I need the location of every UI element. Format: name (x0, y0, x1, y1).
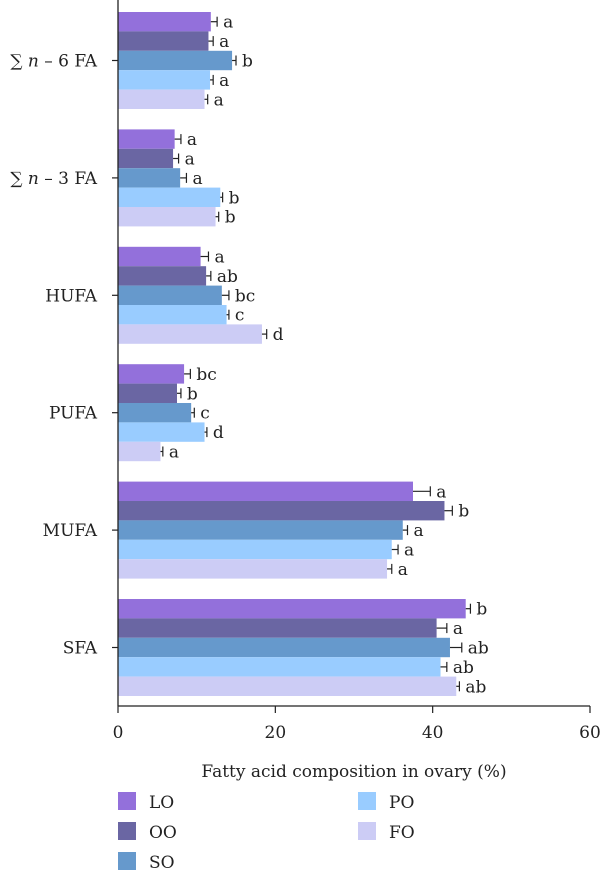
bar-so-5 (118, 637, 450, 658)
bar-fo-1 (118, 207, 216, 227)
bar-fo-5 (118, 676, 457, 696)
significance-label: a (185, 150, 195, 170)
legend-swatch-lo (118, 792, 136, 810)
significance-label: ab (465, 677, 486, 697)
category-label: PUFA (49, 404, 98, 424)
bar-lo-4 (118, 481, 413, 501)
significance-label: a (214, 248, 224, 268)
legend-label-oo: OO (149, 823, 177, 843)
x-tick-label: 60 (579, 723, 600, 743)
significance-label: b (225, 208, 236, 228)
legend-label-fo: FO (389, 823, 415, 843)
bar-po-4 (118, 539, 392, 560)
bar-oo-3 (118, 383, 177, 403)
significance-label: d (273, 325, 284, 345)
category-label: ∑ n – 6 FA (10, 52, 97, 72)
legend-label-lo: LO (149, 793, 174, 813)
legend-swatch-oo (118, 822, 136, 840)
bar-so-1 (118, 168, 181, 188)
significance-label: ab (468, 639, 489, 659)
significance-label: c (200, 404, 210, 424)
bar-oo-1 (118, 148, 174, 169)
bar-oo-2 (118, 266, 207, 286)
bar-oo-4 (118, 501, 445, 521)
bar-po-3 (118, 422, 205, 442)
significance-label: bc (235, 286, 255, 306)
significance-label: a (219, 71, 229, 91)
significance-label: a (398, 560, 408, 580)
category-label: MUFA (43, 521, 98, 541)
category-label: HUFA (45, 286, 97, 306)
significance-label: ab (453, 658, 474, 678)
significance-label: a (436, 482, 446, 502)
bar-fo-3 (118, 441, 161, 462)
significance-label: a (214, 90, 224, 110)
legend-swatch-po (358, 792, 376, 810)
legend-label-po: PO (389, 793, 414, 813)
legend-swatch-fo (358, 822, 376, 840)
significance-label: b (476, 600, 487, 620)
significance-label: a (192, 169, 202, 189)
significance-label: a (453, 619, 463, 639)
bar-lo-2 (118, 246, 201, 267)
bar-po-0 (118, 70, 211, 90)
significance-label: a (223, 13, 233, 33)
x-axis-title: Fatty acid composition in ovary (%) (201, 762, 506, 782)
bar-lo-1 (118, 129, 175, 149)
bar-oo-5 (118, 618, 437, 638)
significance-label: d (213, 423, 224, 443)
significance-label: b (242, 52, 253, 72)
bar-po-2 (118, 305, 227, 325)
bar-fo-0 (118, 89, 205, 109)
bar-lo-5 (118, 599, 466, 619)
bar-po-1 (118, 187, 221, 207)
significance-label: b (187, 384, 198, 404)
bar-fo-2 (118, 324, 262, 344)
significance-label: b (229, 188, 240, 208)
bar-so-4 (118, 520, 403, 540)
bar-so-3 (118, 403, 192, 423)
bar-lo-3 (118, 364, 185, 384)
significance-label: c (235, 306, 245, 326)
significance-label: a (169, 443, 179, 463)
significance-label: a (404, 541, 414, 561)
significance-label: a (413, 521, 423, 541)
legend-swatch-so (118, 852, 136, 870)
category-label: ∑ n – 3 FA (10, 169, 97, 189)
x-tick-label: 40 (422, 723, 444, 743)
category-label: SFA (63, 639, 98, 659)
significance-label: bc (196, 365, 216, 385)
significance-label: a (187, 130, 197, 150)
bar-lo-0 (118, 12, 211, 32)
significance-label: b (458, 502, 469, 522)
bar-so-0 (118, 50, 233, 71)
x-tick-label: 20 (265, 723, 287, 743)
legend-label-so: SO (149, 853, 175, 873)
bar-so-2 (118, 285, 222, 305)
bar-oo-0 (118, 31, 209, 51)
significance-label: a (219, 32, 229, 52)
significance-label: ab (217, 267, 238, 287)
x-tick-label: 0 (113, 723, 124, 743)
bar-fo-4 (118, 559, 388, 579)
bar-po-5 (118, 657, 441, 677)
